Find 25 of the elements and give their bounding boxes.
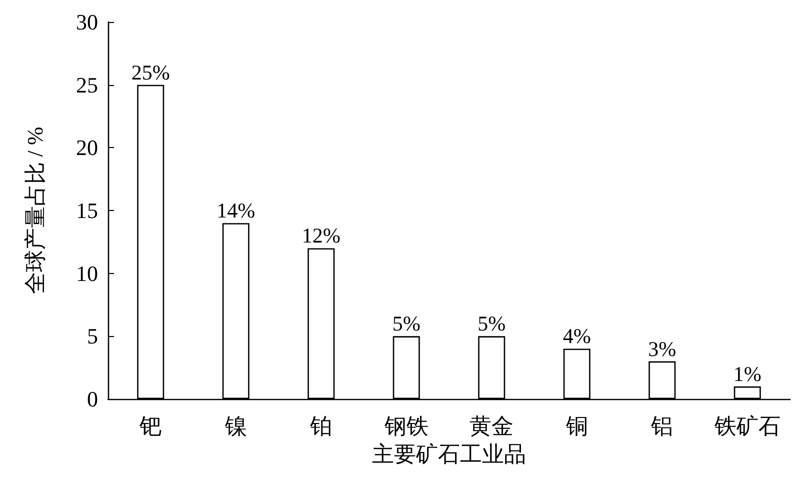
y-tick-label: 20	[76, 135, 98, 160]
x-tick-label: 钯	[138, 414, 162, 438]
y-tick-label: 30	[76, 10, 98, 34]
data-label: 4%	[562, 324, 591, 348]
x-axis-title: 主要矿石工业品	[372, 442, 526, 466]
y-tick-label: 0	[87, 386, 98, 412]
x-tick-label: 铜	[564, 414, 588, 438]
x-tick-label: 铝	[650, 414, 674, 438]
data-label: 5%	[478, 312, 506, 336]
data-label: 12%	[302, 224, 340, 248]
x-tick-label: 黄金	[470, 414, 514, 438]
y-tick-label: 15	[76, 198, 98, 223]
x-tick-label: 镍	[224, 414, 247, 438]
data-label: 25%	[131, 60, 170, 84]
x-tick-label: 铁矿石	[713, 414, 780, 438]
data-label: 14%	[216, 198, 256, 223]
x-tick-label: 铂	[309, 414, 332, 438]
x-tick-label: 钢铁	[383, 414, 428, 438]
y-tick-label: 25	[76, 72, 98, 98]
y-tick-label: 5	[87, 324, 98, 349]
data-label: 1%	[733, 362, 762, 386]
y-axis-title: 全球产量占比 / %	[22, 126, 48, 294]
y-tick-label: 10	[76, 260, 98, 286]
data-label: 3%	[648, 336, 676, 361]
data-label: 5%	[392, 312, 420, 336]
